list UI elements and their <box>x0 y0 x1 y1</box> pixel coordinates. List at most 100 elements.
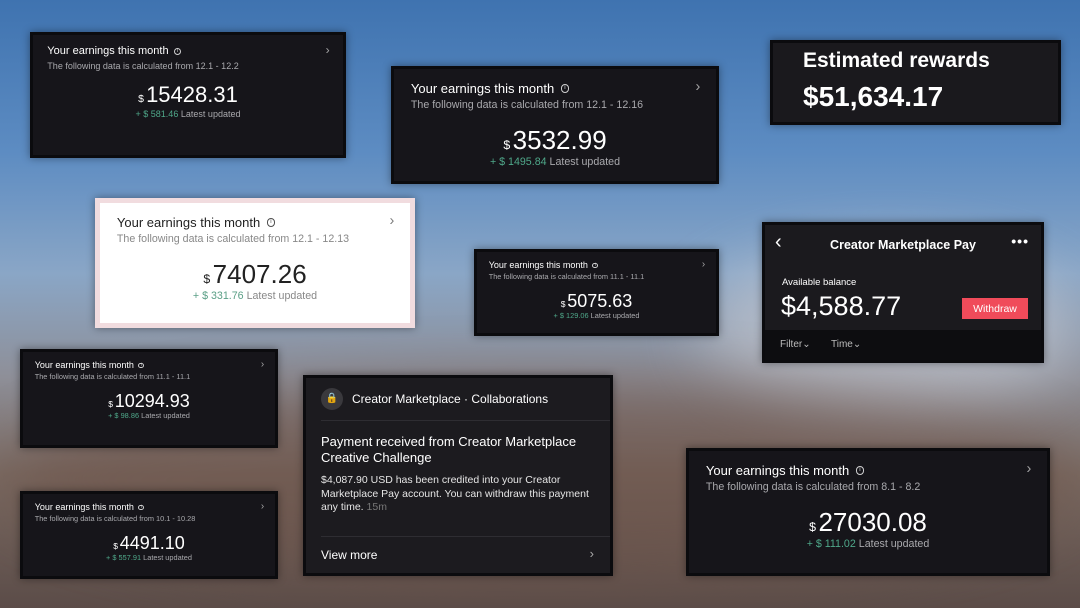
currency-symbol: $ <box>108 398 113 409</box>
earnings-title: Your earnings this month <box>35 502 264 513</box>
delta-value: + $ 557.91 <box>106 553 142 563</box>
chevron-right-icon[interactable]: › <box>389 213 395 229</box>
view-more-link[interactable]: View more <box>321 548 378 562</box>
earnings-delta: + $ 557.91 Latest updated <box>35 553 264 563</box>
currency-symbol: $ <box>138 93 144 105</box>
notification-time: 15m <box>366 501 387 513</box>
earnings-period: The following data is calculated from 10… <box>34 514 196 524</box>
earnings-period: The following data is calculated from 8.… <box>705 481 921 494</box>
info-icon[interactable] <box>592 262 599 269</box>
earnings-value: 7407.26 <box>212 258 307 289</box>
earnings-value: 15428.31 <box>146 81 238 107</box>
info-icon[interactable] <box>855 466 865 475</box>
chevron-right-icon[interactable]: › <box>325 43 330 58</box>
chevron-right-icon[interactable]: › <box>260 358 265 370</box>
delta-label: Latest updated <box>143 553 192 563</box>
delta-value: + $ 1495.84 <box>489 156 547 169</box>
earnings-value: 3532.99 <box>512 124 607 155</box>
delta-label: Latest updated <box>549 156 621 169</box>
lock-icon: 🔒 <box>321 388 343 410</box>
earnings-period: The following data is calculated from 12… <box>116 233 350 246</box>
earnings-delta: + $ 129.06 Latest updated <box>489 311 705 321</box>
delta-value: + $ 331.76 <box>192 290 244 303</box>
notification-source: Creator Marketplace · Collaborations <box>352 392 549 406</box>
earnings-amount: $7407.26 <box>117 261 393 287</box>
earnings-card[interactable]: Your earnings this month › The following… <box>95 198 415 328</box>
delta-value: + $ 129.06 <box>553 311 589 321</box>
delta-label: Latest updated <box>590 311 640 321</box>
earnings-amount: $10294.93 <box>35 392 264 410</box>
delta-label: Latest updated <box>141 411 190 421</box>
earnings-delta: + $ 1495.84 Latest updated <box>411 156 699 169</box>
filter-bar: Filter⌄ Time⌄ <box>765 330 1041 360</box>
chevron-right-icon[interactable]: › <box>260 500 265 512</box>
withdraw-button[interactable]: Withdraw <box>962 298 1028 319</box>
earnings-title-text: Your earnings this month <box>705 462 850 478</box>
earnings-delta: + $ 581.46 Latest updated <box>47 109 328 120</box>
currency-symbol: $ <box>203 271 211 286</box>
delta-value: + $ 98.86 <box>108 411 140 421</box>
info-icon[interactable] <box>266 218 276 227</box>
earnings-period: The following data is calculated from 11… <box>488 272 645 282</box>
earnings-value: 4491.10 <box>119 532 185 553</box>
time-dropdown[interactable]: Time⌄ <box>831 339 862 350</box>
earnings-title-text: Your earnings this month <box>47 44 169 57</box>
earnings-value: 27030.08 <box>818 506 927 537</box>
chevron-right-icon[interactable]: › <box>589 546 594 561</box>
earnings-title: Your earnings this month <box>706 463 1030 479</box>
earnings-title: Your earnings this month <box>117 215 393 231</box>
chevron-left-icon[interactable]: ‹ <box>775 231 782 253</box>
earnings-title: Your earnings this month <box>489 260 705 271</box>
earnings-title-text: Your earnings this month <box>116 214 261 230</box>
delta-value: + $ 111.02 <box>806 538 856 551</box>
notification-body: $4,087.90 USD has been credited into you… <box>321 474 603 515</box>
earnings-delta: + $ 331.76 Latest updated <box>117 290 393 303</box>
notification-heading: Payment received from Creator Marketplac… <box>321 434 577 465</box>
more-icon[interactable]: ••• <box>1011 233 1029 249</box>
earnings-card[interactable]: Your earnings this month › The following… <box>391 66 719 184</box>
earnings-value: 10294.93 <box>114 390 190 411</box>
currency-symbol: $ <box>560 298 566 309</box>
info-icon[interactable] <box>560 84 570 93</box>
earnings-period: The following data is calculated from 12… <box>47 60 239 71</box>
notification-card: 🔒 Creator Marketplace · Collaborations P… <box>303 375 613 576</box>
info-icon[interactable] <box>174 47 182 55</box>
divider <box>321 420 610 421</box>
earnings-card[interactable]: Your earnings this month › The following… <box>20 349 278 448</box>
balance-value: $4,588.77 <box>781 291 902 321</box>
delta-label: Latest updated <box>180 108 241 119</box>
balance-label: Available balance <box>782 277 857 288</box>
notification-body-text: $4,087.90 USD has been credited into you… <box>321 474 589 513</box>
chevron-right-icon[interactable]: › <box>1026 461 1032 477</box>
earnings-card[interactable]: Your earnings this month › The following… <box>474 249 719 336</box>
delta-label: Latest updated <box>246 290 318 303</box>
earnings-amount: $3532.99 <box>411 127 699 153</box>
estimated-rewards-card: Estimated rewards $51,634.17 <box>770 40 1061 125</box>
info-icon[interactable] <box>138 504 145 511</box>
divider <box>321 536 610 537</box>
earnings-value: 5075.63 <box>567 290 633 311</box>
chevron-right-icon[interactable]: › <box>695 79 701 95</box>
earnings-card[interactable]: Your earnings this month › The following… <box>686 448 1050 576</box>
currency-symbol: $ <box>113 540 118 551</box>
earnings-title-text: Your earnings this month <box>34 360 134 371</box>
currency-symbol: $ <box>503 137 511 152</box>
earnings-title-text: Your earnings this month <box>488 260 588 271</box>
earnings-delta: + $ 111.02 Latest updated <box>706 538 1030 551</box>
info-icon[interactable] <box>138 362 145 369</box>
chevron-right-icon[interactable]: › <box>701 258 706 270</box>
earnings-period: The following data is calculated from 11… <box>34 372 191 382</box>
earnings-amount: $5075.63 <box>489 292 705 310</box>
earnings-period: The following data is calculated from 12… <box>410 99 644 112</box>
pay-title: Creator Marketplace Pay <box>830 238 976 252</box>
earnings-card[interactable]: Your earnings this month › The following… <box>20 491 278 579</box>
earnings-card[interactable]: Your earnings this month › The following… <box>30 32 346 158</box>
estimated-rewards-value: $51,634.17 <box>803 81 944 112</box>
filter-dropdown[interactable]: Filter⌄ <box>780 339 811 350</box>
earnings-amount: $4491.10 <box>35 534 264 552</box>
currency-symbol: $ <box>809 519 816 534</box>
earnings-title-text: Your earnings this month <box>410 80 555 96</box>
earnings-amount: $27030.08 <box>706 509 1030 535</box>
estimated-rewards-title: Estimated rewards <box>803 49 990 72</box>
delta-value: + $ 581.46 <box>135 108 179 119</box>
